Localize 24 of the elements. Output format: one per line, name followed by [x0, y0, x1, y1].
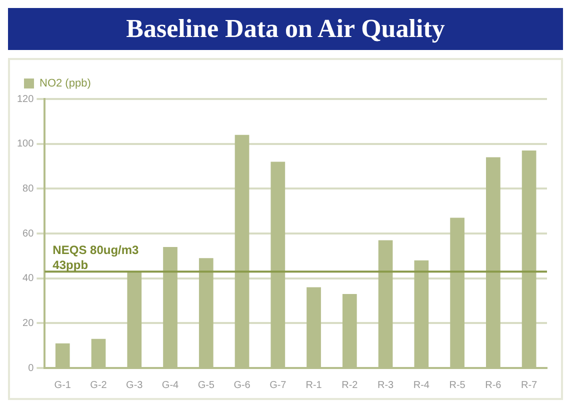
x-tick-label: G-1: [54, 380, 72, 391]
legend-label: NO2 (ppb): [40, 78, 91, 90]
x-tick-label: R-1: [306, 380, 322, 391]
y-tick-label: 120: [16, 94, 34, 105]
y-tick-label: 40: [22, 273, 34, 284]
chart-title: Baseline Data on Air Quality: [8, 8, 563, 50]
x-tick-label: G-6: [234, 380, 251, 391]
x-tick-label: R-5: [449, 380, 466, 391]
y-tick-label: 60: [22, 228, 34, 240]
x-tick-label: G-3: [126, 380, 144, 391]
y-tick-label: 0: [28, 362, 34, 374]
y-tick-label: 80: [22, 183, 34, 194]
x-tick-label: G-4: [162, 380, 180, 391]
x-tick-label: G-7: [270, 380, 287, 391]
y-tick-label: 20: [22, 318, 34, 329]
x-tick-label: R-7: [521, 380, 538, 391]
x-tick-label: R-4: [413, 380, 430, 391]
ref-line-label: NEQS 80ug/m3 43ppb: [52, 242, 140, 272]
x-tick-label: G-2: [90, 380, 108, 391]
x-tick-label: R-3: [377, 380, 394, 391]
x-tick-label: G-5: [198, 380, 215, 391]
y-tick-label: 100: [16, 138, 34, 150]
x-tick-label: R-6: [485, 380, 502, 391]
x-tick-label: R-2: [342, 380, 358, 391]
